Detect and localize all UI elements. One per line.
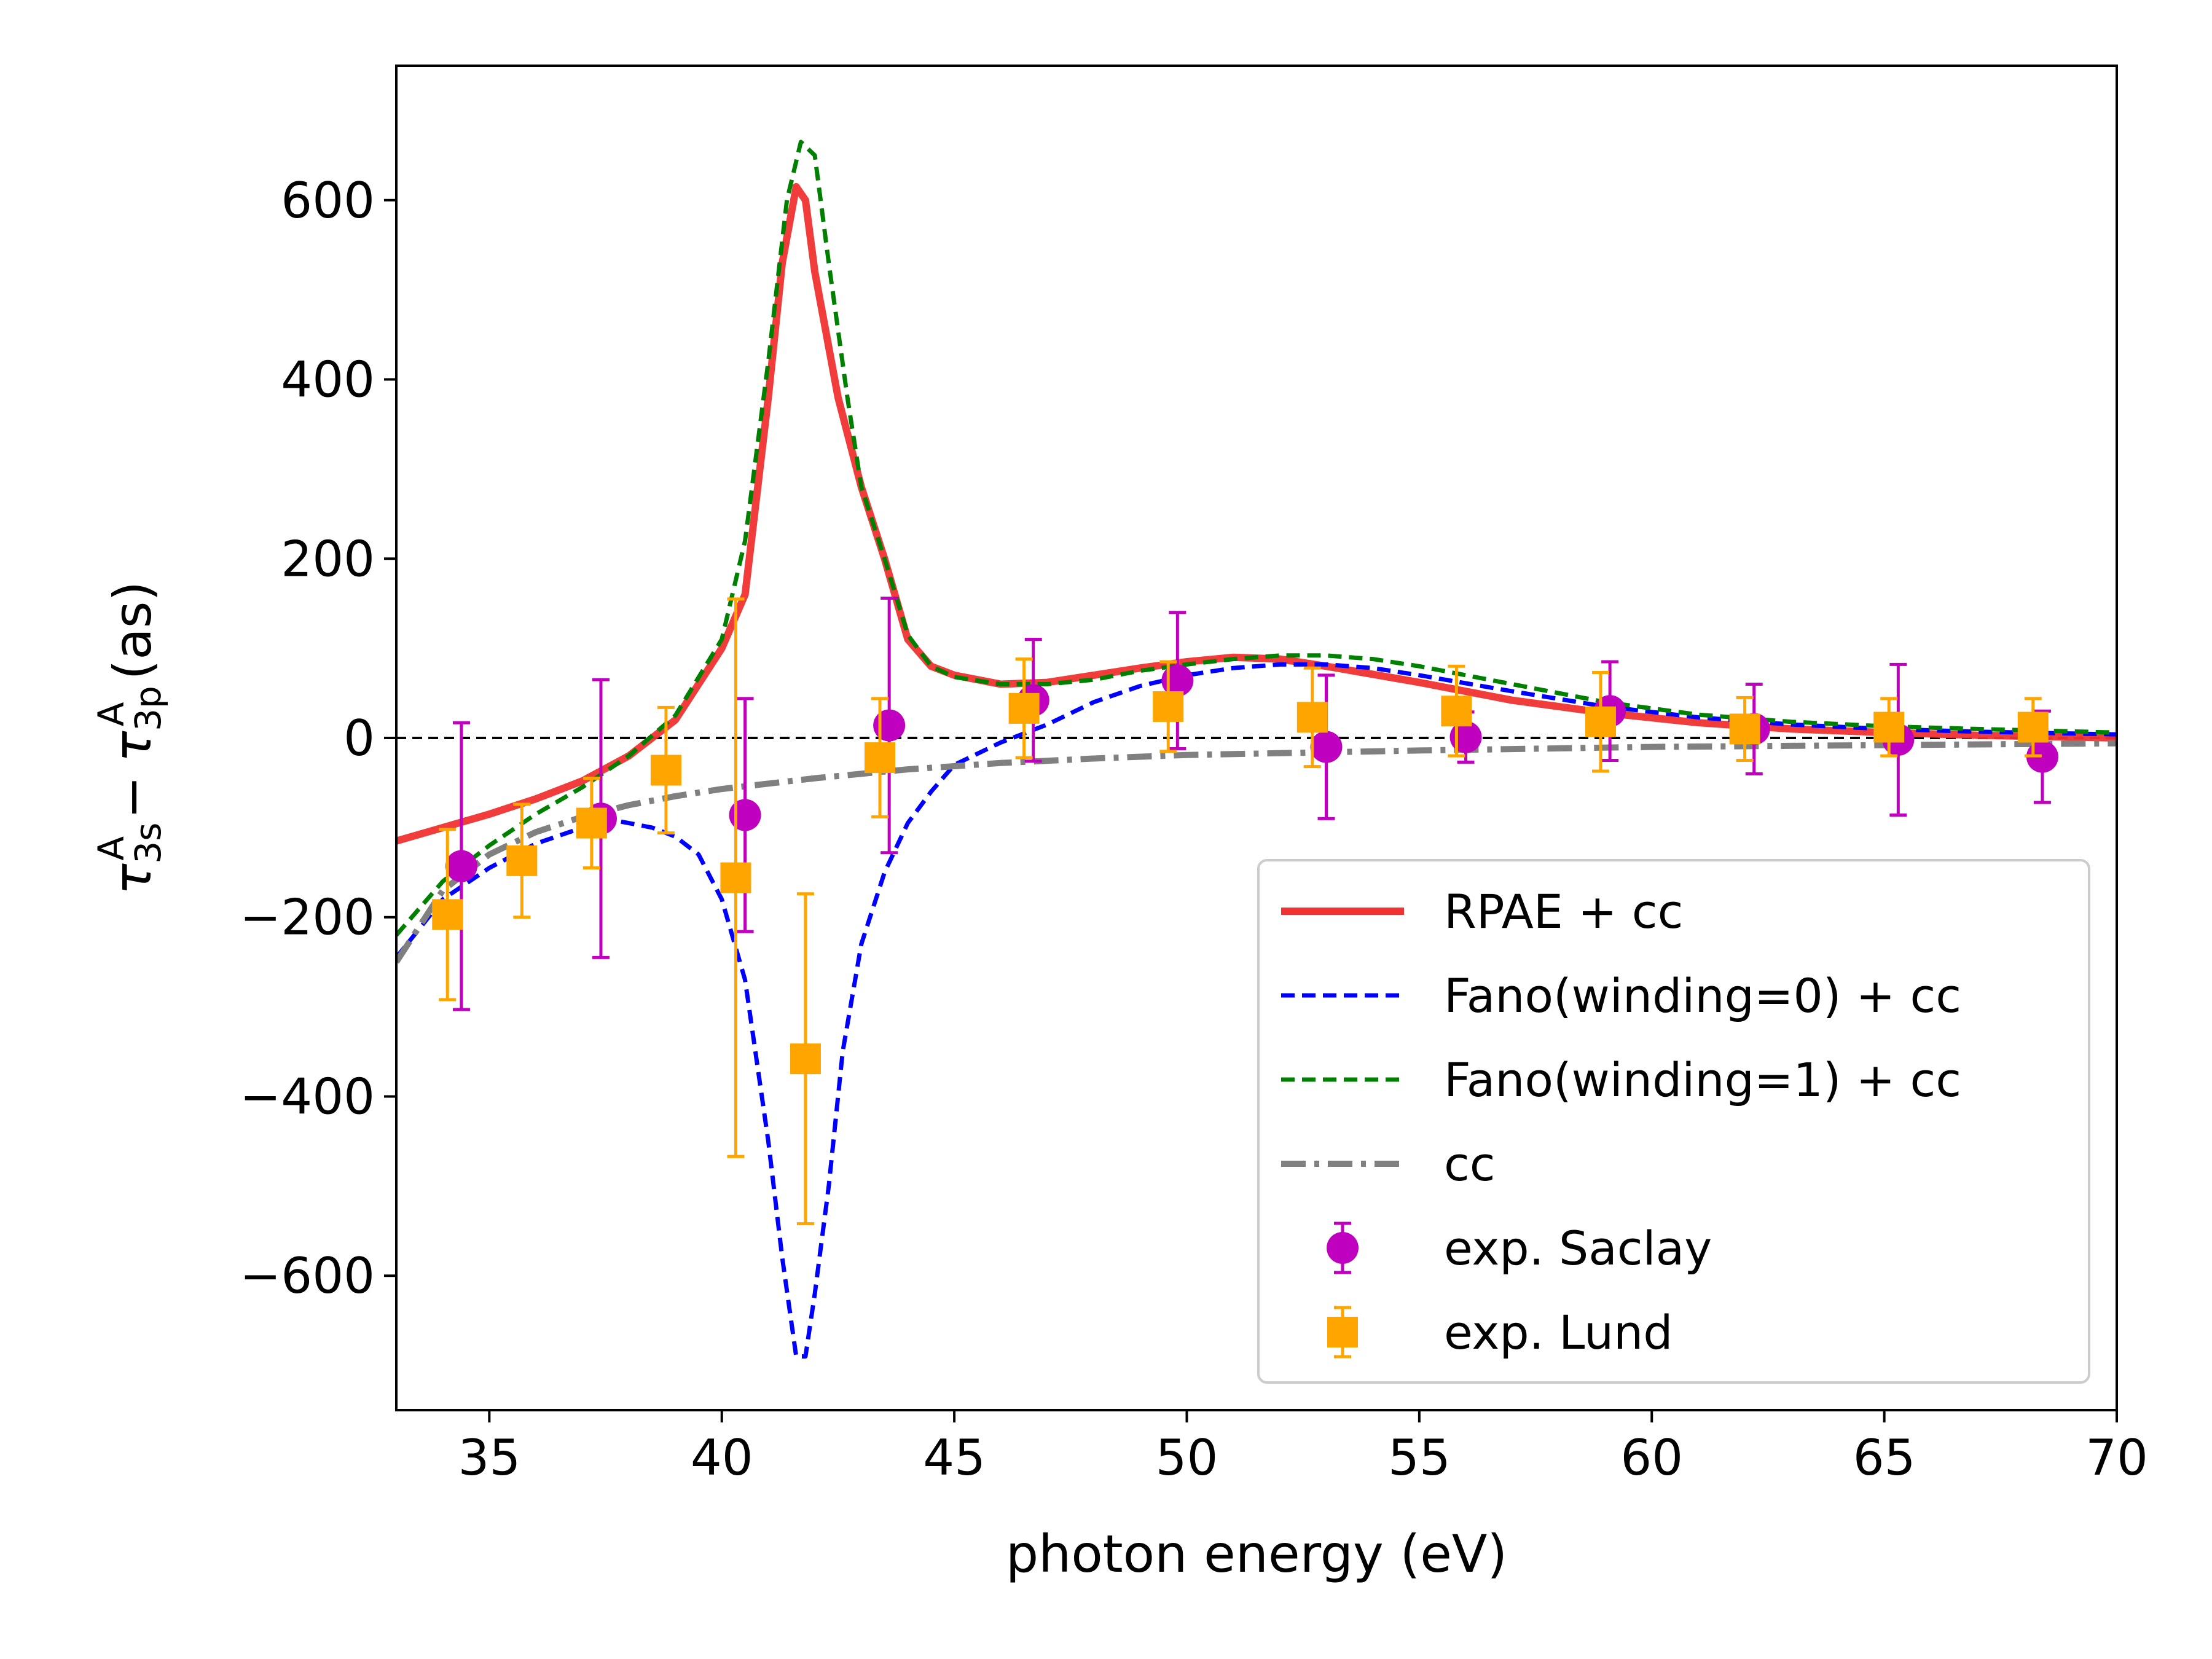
data-point-square xyxy=(432,899,463,930)
y-label-unit: (as) xyxy=(103,581,163,680)
series-line-fano-winding-1-cc xyxy=(396,139,2117,937)
data-point-circle xyxy=(873,709,906,742)
x-tick-label: 40 xyxy=(691,1429,753,1486)
data-point-circle xyxy=(729,799,761,831)
x-axis-label: photon energy (eV) xyxy=(1006,1524,1507,1584)
legend-entry-exp-lund: exp. Lund xyxy=(1327,1305,1673,1360)
data-point-square xyxy=(576,807,607,839)
series-line-rpae-cc xyxy=(396,182,2117,845)
y-tick-label: −600 xyxy=(240,1247,375,1304)
x-tick-label: 65 xyxy=(1853,1429,1916,1486)
data-point-square xyxy=(1585,706,1616,737)
data-point-circle xyxy=(1310,731,1343,763)
legend-entry-fano-winding-1-cc: Fano(winding=1) + cc xyxy=(1281,1053,1961,1107)
points-layer xyxy=(432,596,2058,1226)
data-point-square xyxy=(720,862,751,893)
y-label-minus: − xyxy=(103,775,163,818)
series-points-exp-lund xyxy=(432,597,2049,1226)
data-point-square xyxy=(1008,692,1040,724)
y-label-sup1: A xyxy=(90,836,132,861)
legend-label: exp. Saclay xyxy=(1444,1221,1712,1276)
data-point-square xyxy=(865,742,896,774)
data-point-square xyxy=(1153,691,1184,722)
data-point-square xyxy=(1873,712,1905,743)
y-tick-label: −400 xyxy=(240,1068,375,1125)
y-label-sub1: 3s xyxy=(127,823,169,864)
legend-entry-exp-saclay: exp. Saclay xyxy=(1327,1221,1712,1276)
legend-label: exp. Lund xyxy=(1444,1305,1673,1360)
y-label-sub2: 3p xyxy=(127,686,169,731)
x-tick-label: 70 xyxy=(2085,1429,2148,1486)
data-point-square xyxy=(790,1043,821,1075)
legend-label: cc xyxy=(1444,1137,1496,1191)
legend-label: Fano(winding=1) + cc xyxy=(1444,1053,1961,1107)
x-tick-label: 55 xyxy=(1388,1429,1451,1486)
legend-label: Fano(winding=0) + cc xyxy=(1444,968,1961,1023)
y-tick-label: 400 xyxy=(281,351,375,409)
x-tick-label: 50 xyxy=(1156,1429,1218,1486)
legend-entry-fano-winding-0-cc: Fano(winding=0) + cc xyxy=(1281,968,1961,1023)
x-tick-label: 60 xyxy=(1620,1429,1683,1486)
data-point-square xyxy=(1729,713,1760,745)
legend-box xyxy=(1257,859,2090,1384)
series-line-cc xyxy=(396,740,2117,964)
y-axis-label: τ3sA−τ3pA(as) xyxy=(90,581,169,895)
y-tick-label: −200 xyxy=(240,889,375,946)
y-label-tau-2: τ xyxy=(103,731,163,762)
legend: RPAE + cc Fano(winding=0) + cc Fano(windin… xyxy=(1257,859,2090,1384)
x-tick-label: 35 xyxy=(458,1429,520,1486)
y-label-tau: τ xyxy=(103,863,163,895)
data-point-circle xyxy=(445,850,477,882)
legend-entry-rpae-cc: RPAE + cc xyxy=(1281,884,1683,939)
y-tick-label: 0 xyxy=(343,710,375,767)
y-tick-label: 600 xyxy=(281,172,375,229)
data-point-square xyxy=(1441,696,1472,727)
ticks-layer: 35 40 45 50 55 60 65 70 −600 −400 −200 0 200 400 600 xyxy=(240,172,2148,1486)
legend-label: RPAE + cc xyxy=(1444,884,1683,939)
y-tick-label: 200 xyxy=(281,530,375,587)
x-tick-label: 45 xyxy=(923,1429,986,1486)
data-point-square xyxy=(2017,712,2049,743)
y-label-sup2: A xyxy=(90,702,132,726)
legend-swatch-marker xyxy=(1327,1317,1358,1347)
data-point-square xyxy=(1296,702,1328,733)
legend-entry-cc: cc xyxy=(1281,1137,1496,1191)
legend-swatch-marker xyxy=(1327,1232,1359,1264)
data-point-square xyxy=(650,755,681,786)
data-point-square xyxy=(506,845,538,876)
